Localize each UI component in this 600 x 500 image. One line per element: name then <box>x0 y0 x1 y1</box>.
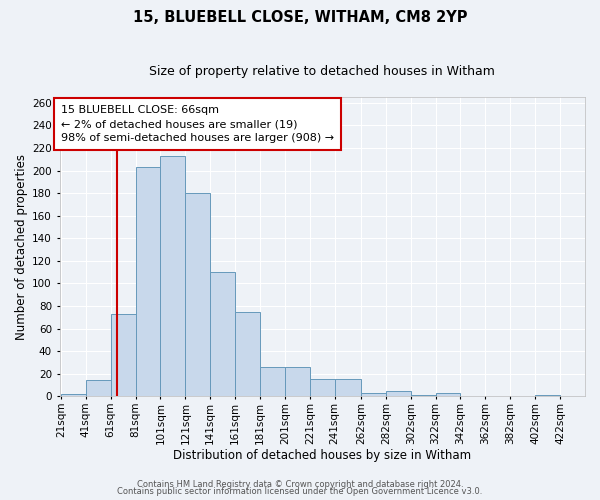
Bar <box>61 394 86 396</box>
Bar <box>310 380 335 396</box>
Bar <box>335 380 361 396</box>
Text: 15 BLUEBELL CLOSE: 66sqm
← 2% of detached houses are smaller (19)
98% of semi-de: 15 BLUEBELL CLOSE: 66sqm ← 2% of detache… <box>61 105 334 143</box>
Bar <box>361 393 386 396</box>
Bar <box>110 314 136 396</box>
Bar <box>285 367 310 396</box>
Bar <box>210 272 235 396</box>
Bar <box>160 156 185 396</box>
Bar <box>436 393 460 396</box>
Bar <box>235 312 260 396</box>
Text: Contains public sector information licensed under the Open Government Licence v3: Contains public sector information licen… <box>118 488 482 496</box>
Bar <box>185 193 210 396</box>
Bar <box>386 390 410 396</box>
Y-axis label: Number of detached properties: Number of detached properties <box>15 154 28 340</box>
Text: 15, BLUEBELL CLOSE, WITHAM, CM8 2YP: 15, BLUEBELL CLOSE, WITHAM, CM8 2YP <box>133 10 467 25</box>
Text: Contains HM Land Registry data © Crown copyright and database right 2024.: Contains HM Land Registry data © Crown c… <box>137 480 463 489</box>
X-axis label: Distribution of detached houses by size in Witham: Distribution of detached houses by size … <box>173 450 472 462</box>
Bar <box>136 167 160 396</box>
Bar <box>410 395 436 396</box>
Bar <box>535 395 560 396</box>
Bar <box>86 380 110 396</box>
Bar <box>260 367 285 396</box>
Title: Size of property relative to detached houses in Witham: Size of property relative to detached ho… <box>149 65 495 78</box>
